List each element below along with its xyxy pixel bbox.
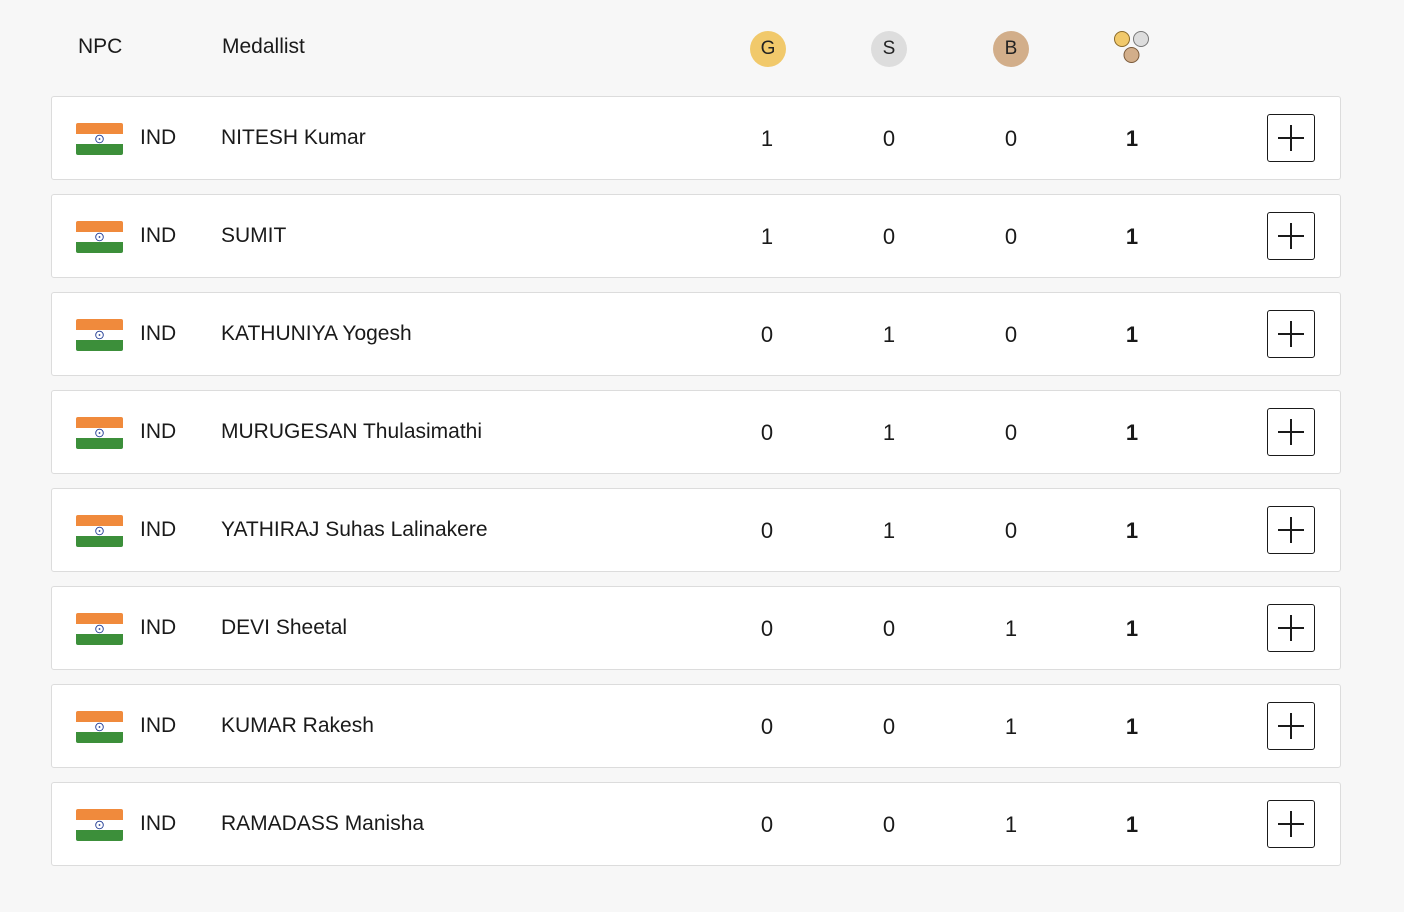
plus-icon — [1278, 419, 1304, 445]
bronze-count: 1 — [1004, 812, 1018, 837]
medallist-row: IND YATHIRAJ Suhas Lalinakere 0 1 0 1 — [51, 488, 1341, 572]
expand-row-button[interactable] — [1267, 310, 1315, 358]
silver-count: 1 — [882, 322, 896, 347]
plus-icon — [1278, 223, 1304, 249]
medallist-column-header: Medallist — [222, 35, 305, 58]
expand-row-button[interactable] — [1267, 212, 1315, 260]
npc-code: IND — [140, 322, 177, 345]
athlete-name: DEVI Sheetal — [221, 616, 348, 639]
india-flag-icon — [76, 711, 123, 743]
npc-code: IND — [140, 812, 177, 835]
total-count: 1 — [1125, 714, 1139, 739]
silver-medal-icon: S — [871, 31, 907, 67]
gold-count: 0 — [760, 322, 774, 347]
bronze-count: 1 — [1004, 714, 1018, 739]
bronze-count: 1 — [1004, 616, 1018, 641]
gold-count: 1 — [760, 224, 774, 249]
npc-code: IND — [140, 126, 177, 149]
npc-code: IND — [140, 420, 177, 443]
medallist-list: IND NITESH Kumar 1 0 0 1 IND SUMIT 1 0 0 1 IND KATHUN… — [51, 96, 1341, 880]
expand-row-button[interactable] — [1267, 702, 1315, 750]
npc-code: IND — [140, 714, 177, 737]
plus-icon — [1278, 517, 1304, 543]
athlete-name: MURUGESAN Thulasimathi — [221, 420, 483, 443]
total-count: 1 — [1125, 420, 1139, 445]
india-flag-icon — [76, 123, 123, 155]
expand-row-button[interactable] — [1267, 408, 1315, 456]
npc-code: IND — [140, 224, 177, 247]
silver-count: 0 — [882, 812, 896, 837]
silver-count: 0 — [882, 126, 896, 151]
total-count: 1 — [1125, 616, 1139, 641]
bronze-medal-icon: B — [993, 31, 1029, 67]
plus-icon — [1278, 811, 1304, 837]
expand-row-button[interactable] — [1267, 604, 1315, 652]
india-flag-icon — [76, 417, 123, 449]
medallist-row: IND KUMAR Rakesh 0 0 1 1 — [51, 684, 1341, 768]
total-count: 1 — [1125, 322, 1139, 347]
medallist-row: IND KATHUNIYA Yogesh 0 1 0 1 — [51, 292, 1341, 376]
silver-count: 0 — [882, 714, 896, 739]
silver-count: 0 — [882, 224, 896, 249]
gold-medal-icon: G — [750, 31, 786, 67]
expand-row-button[interactable] — [1267, 506, 1315, 554]
medallist-row: IND MURUGESAN Thulasimathi 0 1 0 1 — [51, 390, 1341, 474]
silver-count: 1 — [882, 420, 896, 445]
bronze-count: 0 — [1004, 518, 1018, 543]
india-flag-icon — [76, 613, 123, 645]
gold-count: 0 — [760, 714, 774, 739]
india-flag-icon — [76, 319, 123, 351]
gold-count: 0 — [760, 420, 774, 445]
athlete-name: YATHIRAJ Suhas Lalinakere — [221, 518, 488, 541]
medallist-row: IND NITESH Kumar 1 0 0 1 — [51, 96, 1341, 180]
total-count: 1 — [1125, 518, 1139, 543]
silver-count: 1 — [882, 518, 896, 543]
athlete-name: KUMAR Rakesh — [221, 714, 374, 737]
plus-icon — [1278, 615, 1304, 641]
india-flag-icon — [76, 515, 123, 547]
medals-total-icon — [1114, 31, 1149, 63]
silver-count: 0 — [882, 616, 896, 641]
gold-count: 0 — [760, 616, 774, 641]
expand-row-button[interactable] — [1267, 114, 1315, 162]
gold-count: 0 — [760, 812, 774, 837]
total-count: 1 — [1125, 812, 1139, 837]
india-flag-icon — [76, 221, 123, 253]
athlete-name: RAMADASS Manisha — [221, 812, 425, 835]
npc-code: IND — [140, 616, 177, 639]
plus-icon — [1278, 125, 1304, 151]
gold-count: 1 — [760, 126, 774, 151]
medallist-row: IND RAMADASS Manisha 0 0 1 1 — [51, 782, 1341, 866]
gold-count: 0 — [760, 518, 774, 543]
bronze-count: 0 — [1004, 126, 1018, 151]
bronze-count: 0 — [1004, 224, 1018, 249]
table-header: NPC Medallist G S B — [0, 0, 1404, 96]
india-flag-icon — [76, 809, 123, 841]
total-count: 1 — [1125, 224, 1139, 249]
medallist-row: IND SUMIT 1 0 0 1 — [51, 194, 1341, 278]
npc-code: IND — [140, 518, 177, 541]
athlete-name: SUMIT — [221, 224, 287, 247]
athlete-name: KATHUNIYA Yogesh — [221, 322, 412, 345]
total-count: 1 — [1125, 126, 1139, 151]
plus-icon — [1278, 321, 1304, 347]
athlete-name: NITESH Kumar — [221, 126, 366, 149]
bronze-count: 0 — [1004, 420, 1018, 445]
expand-row-button[interactable] — [1267, 800, 1315, 848]
bronze-count: 0 — [1004, 322, 1018, 347]
npc-column-header: NPC — [78, 35, 123, 58]
plus-icon — [1278, 713, 1304, 739]
medallist-row: IND DEVI Sheetal 0 0 1 1 — [51, 586, 1341, 670]
